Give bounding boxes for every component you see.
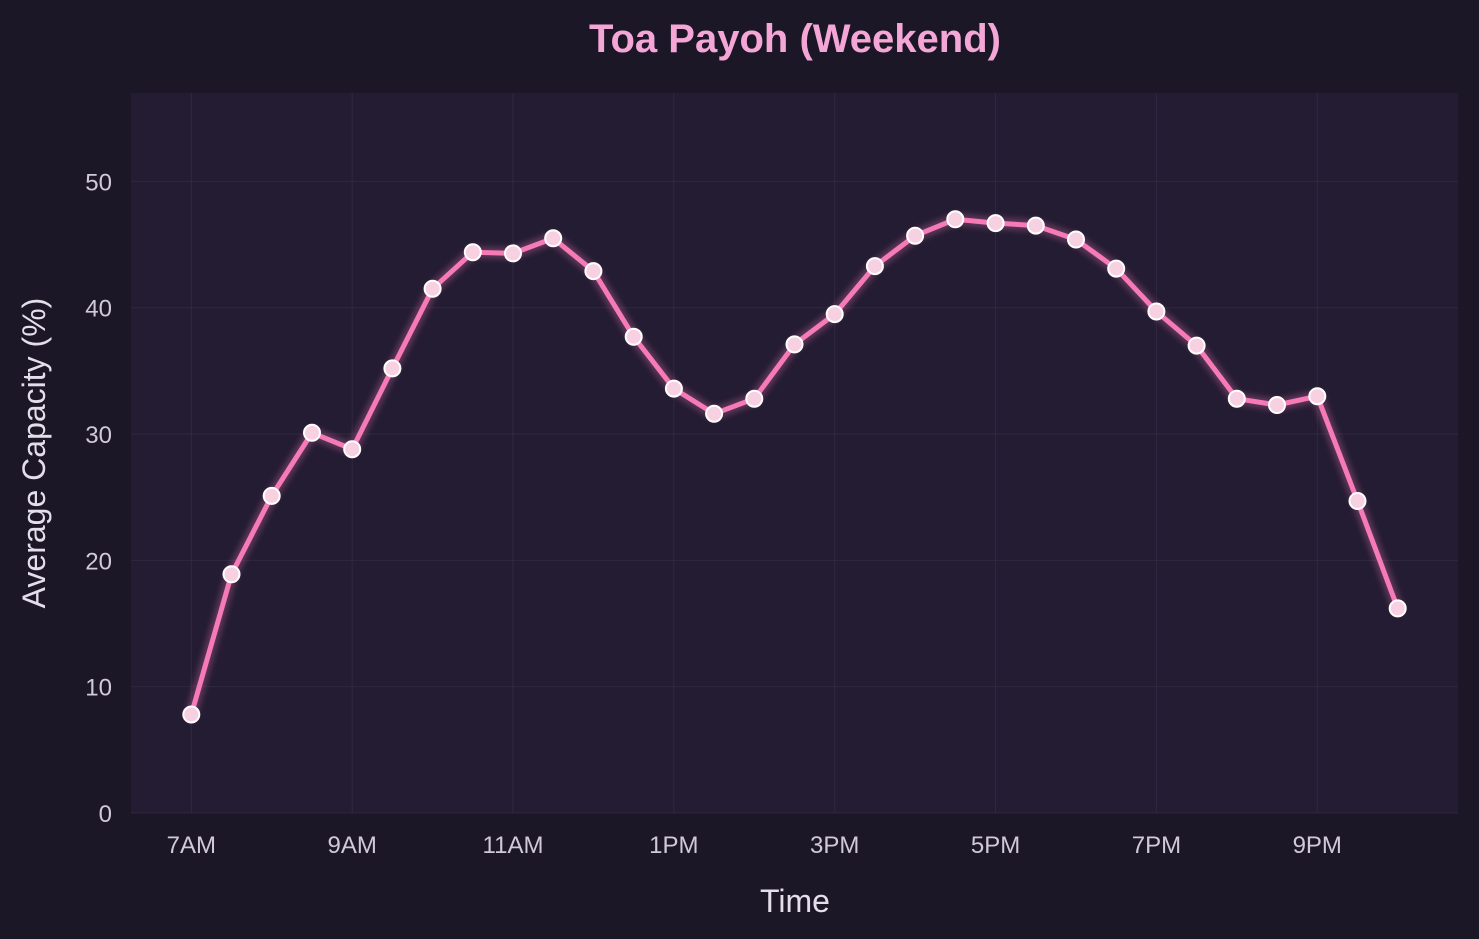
data-point xyxy=(584,262,603,281)
data-point xyxy=(986,214,1005,233)
y-tick-label: 10 xyxy=(85,675,112,702)
x-tick-label: 9AM xyxy=(327,832,376,859)
gridlines xyxy=(131,93,1458,814)
data-point xyxy=(1187,336,1206,355)
data-point xyxy=(1067,230,1085,249)
data-point xyxy=(504,244,522,263)
data-point xyxy=(865,257,884,276)
data-point xyxy=(222,565,241,584)
data-point xyxy=(182,705,201,724)
data-point xyxy=(1227,389,1246,408)
data-point xyxy=(262,486,281,505)
data-point xyxy=(1026,216,1045,235)
y-tick-label: 20 xyxy=(85,548,112,575)
data-point xyxy=(825,305,844,324)
data-point xyxy=(1107,259,1126,278)
data-point xyxy=(1268,396,1286,414)
data-point xyxy=(383,359,402,378)
x-tick-label: 7AM xyxy=(167,832,216,859)
x-axis-label: Time xyxy=(760,883,830,919)
data-point xyxy=(544,229,563,248)
data-point xyxy=(785,335,804,354)
data-point xyxy=(705,404,724,423)
x-tick-label: 5PM xyxy=(971,832,1020,859)
data-point xyxy=(906,226,925,245)
x-tick-label: 3PM xyxy=(810,832,859,859)
y-tick-label: 40 xyxy=(85,296,112,323)
data-point xyxy=(624,327,643,346)
data-point xyxy=(664,379,683,398)
y-tick-label: 50 xyxy=(85,169,112,196)
tick-labels: 0 10 20 30 40 50 7AM 9AM 11AM 1PM 3PM 5PM 7PM 9PM xyxy=(85,169,1342,859)
y-tick-label: 30 xyxy=(85,422,112,449)
y-axis-label: Average Capacity (%) xyxy=(16,298,52,609)
data-point xyxy=(343,440,362,459)
chart-title: Toa Payoh (Weekend) xyxy=(589,17,1001,61)
x-tick-label: 7PM xyxy=(1132,832,1181,859)
data-point xyxy=(463,243,482,262)
data-point xyxy=(303,423,321,442)
plot-area xyxy=(131,93,1458,813)
data-point xyxy=(1308,387,1327,406)
data-point xyxy=(1388,599,1407,618)
x-tick-label: 11AM xyxy=(483,832,544,859)
x-tick-label: 9PM xyxy=(1293,832,1342,859)
data-point xyxy=(1147,302,1166,321)
data-point xyxy=(946,210,965,229)
x-tick-label: 1PM xyxy=(649,832,698,859)
data-point xyxy=(423,279,442,298)
y-tick-label: 0 xyxy=(99,801,112,828)
data-point xyxy=(1348,492,1367,510)
data-point xyxy=(745,389,764,408)
data-points xyxy=(182,210,1407,724)
